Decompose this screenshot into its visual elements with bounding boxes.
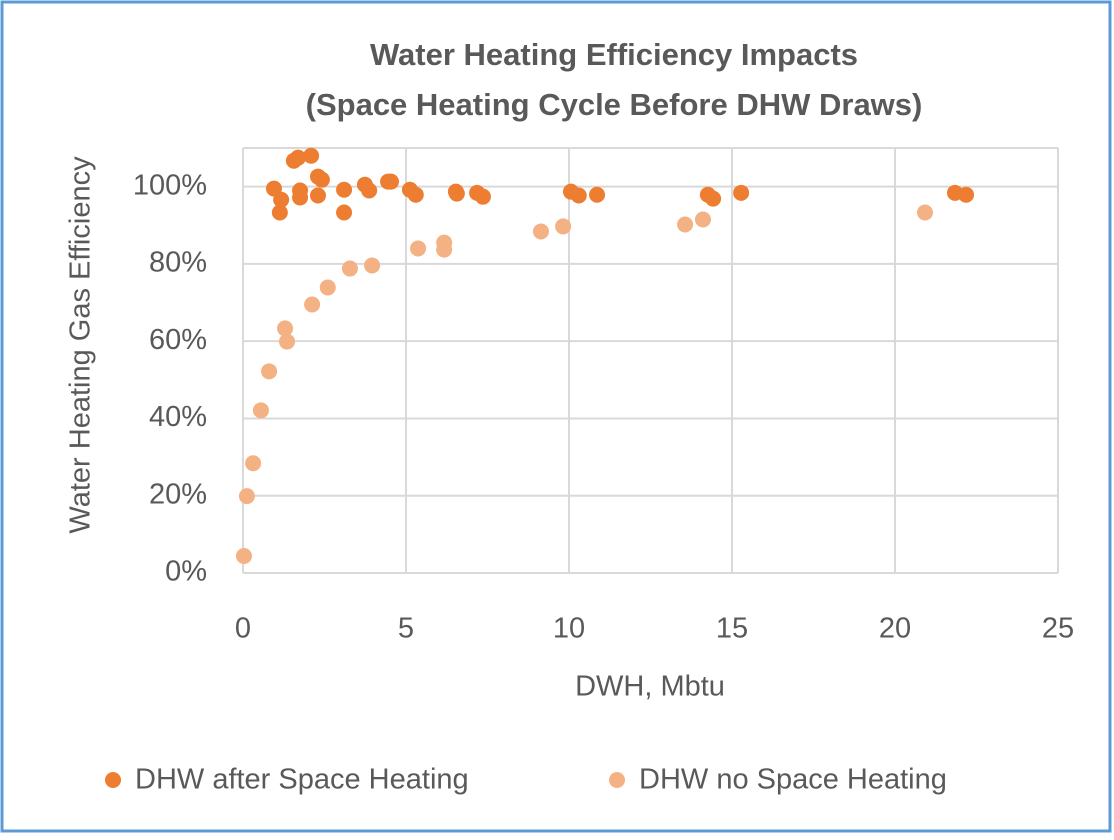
point — [958, 186, 975, 203]
legend-label: DHW no Space Heating — [639, 764, 947, 796]
legend-marker — [105, 772, 121, 788]
point — [694, 211, 711, 228]
point — [277, 320, 294, 337]
legend-marker — [609, 772, 625, 788]
point — [555, 218, 572, 235]
point — [474, 188, 491, 205]
point — [245, 455, 262, 472]
y-tick-label: 60% — [149, 324, 207, 356]
point — [677, 216, 694, 233]
y-tick-label: 0% — [165, 556, 207, 588]
legend-label: DHW after Space Heating — [135, 764, 469, 796]
x-tick-label: 10 — [553, 613, 585, 645]
point — [261, 363, 278, 380]
point — [273, 191, 290, 208]
y-tick-label: 40% — [149, 401, 207, 433]
point — [383, 173, 400, 190]
y-tick-label: 100% — [133, 169, 207, 201]
y-tick-label: 80% — [149, 247, 207, 279]
point — [589, 186, 606, 203]
y-tick-label: 20% — [149, 478, 207, 510]
x-tick-label: 0 — [235, 613, 251, 645]
point — [309, 187, 326, 204]
point — [410, 240, 427, 257]
point — [361, 182, 378, 199]
point — [292, 189, 309, 206]
point — [341, 260, 358, 277]
chart-title: (Space Heating Cycle Before DHW Draws) — [306, 87, 923, 122]
point — [303, 147, 320, 164]
y-axis-label: Water Heating Gas Efficiency — [65, 156, 97, 534]
point — [532, 223, 549, 240]
point — [407, 186, 424, 203]
point — [916, 204, 933, 221]
point — [436, 241, 453, 258]
point — [235, 548, 252, 564]
point — [304, 296, 321, 313]
x-tick-label: 20 — [879, 613, 911, 645]
point — [290, 149, 307, 166]
chart-title: Water Heating Efficiency Impacts — [370, 37, 858, 72]
point — [252, 402, 269, 419]
point — [279, 333, 296, 350]
point — [313, 171, 330, 188]
point — [570, 187, 587, 204]
point — [733, 184, 750, 201]
x-tick-label: 25 — [1042, 613, 1074, 645]
point — [448, 185, 465, 202]
point — [319, 279, 336, 296]
point — [364, 257, 381, 274]
x-tick-label: 15 — [716, 613, 748, 645]
point — [271, 204, 288, 221]
x-tick-label: 5 — [398, 613, 414, 645]
x-axis-label: DWH, Mbtu — [575, 671, 725, 703]
point — [336, 204, 353, 221]
point — [238, 488, 255, 505]
point — [705, 190, 722, 207]
point — [336, 181, 353, 198]
